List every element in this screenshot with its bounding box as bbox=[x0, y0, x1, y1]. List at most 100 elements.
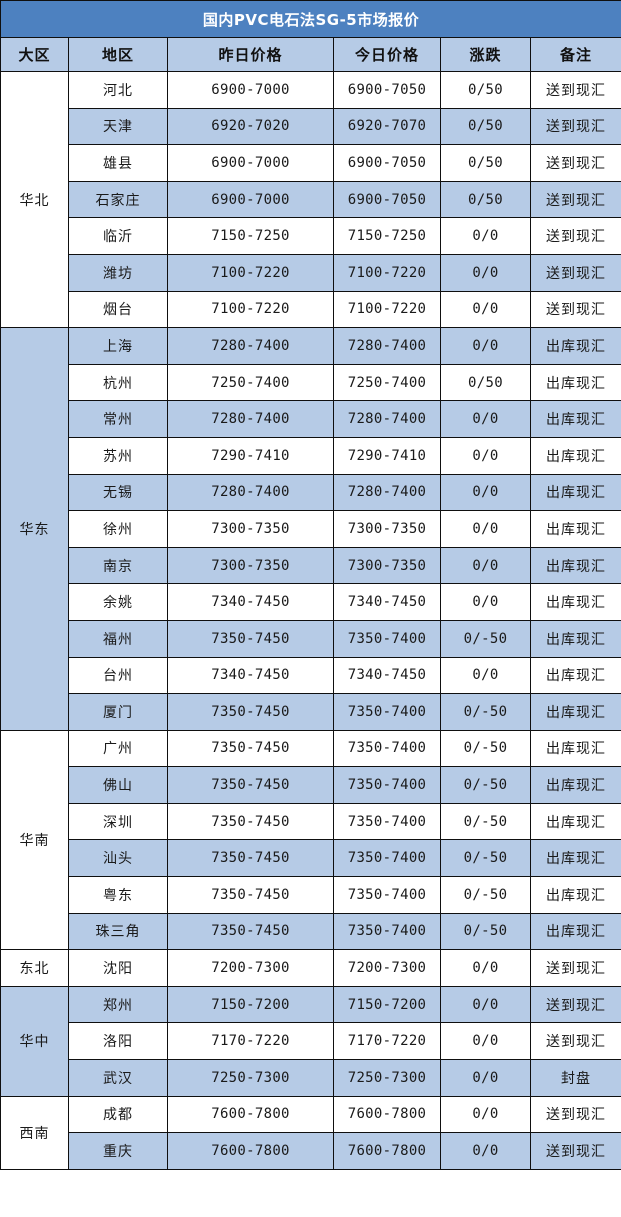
change-cell: 0/50 bbox=[440, 180, 531, 219]
pvc-price-table: 国内PVC电石法SG-5市场报价 大区 地区 昨日价格 今日价格 涨跌 备注 华… bbox=[0, 0, 621, 1170]
today-price-cell: 7250-7300 bbox=[333, 1059, 441, 1097]
region-cell-华南: 华南 bbox=[0, 729, 69, 951]
table-row: 南京 7300-7350 7300-7350 0/0 出库现汇 bbox=[1, 546, 621, 585]
note-cell: 出库现汇 bbox=[529, 912, 621, 951]
today-price-cell: 7350-7400 bbox=[333, 729, 441, 768]
note-cell: 封盘 bbox=[529, 1059, 621, 1097]
note-cell: 出库现汇 bbox=[529, 436, 621, 475]
city-cell: 厦门 bbox=[68, 693, 168, 731]
yesterday-price-cell: 7200-7300 bbox=[167, 949, 334, 987]
today-price-cell: 7350-7400 bbox=[333, 876, 441, 914]
note-cell: 送到现汇 bbox=[529, 253, 621, 292]
city-cell: 余姚 bbox=[68, 583, 168, 621]
table-row: 潍坊 7100-7220 7100-7220 0/0 送到现汇 bbox=[1, 253, 621, 292]
change-cell: 0/0 bbox=[440, 1095, 531, 1134]
today-price-cell: 7600-7800 bbox=[333, 1132, 441, 1170]
city-cell: 台州 bbox=[68, 656, 168, 695]
table-row: 天津 6920-7020 6920-7070 0/50 送到现汇 bbox=[1, 107, 621, 146]
today-price-cell: 7350-7400 bbox=[333, 912, 441, 951]
region-cell-华北: 华北 bbox=[0, 70, 69, 329]
note-cell: 出库现汇 bbox=[529, 510, 621, 548]
table-header-row: 大区 地区 昨日价格 今日价格 涨跌 备注 bbox=[0, 37, 621, 72]
city-cell: 临沂 bbox=[68, 217, 168, 255]
note-cell: 送到现汇 bbox=[529, 985, 621, 1024]
city-cell: 汕头 bbox=[68, 839, 168, 878]
note-cell: 出库现汇 bbox=[529, 729, 621, 768]
table-row: 余姚 7340-7450 7340-7450 0/0 出库现汇 bbox=[1, 583, 621, 621]
column-header-today: 今日价格 bbox=[333, 37, 441, 72]
note-cell: 送到现汇 bbox=[529, 290, 621, 329]
note-cell: 出库现汇 bbox=[529, 546, 621, 585]
note-cell: 出库现汇 bbox=[529, 876, 621, 914]
note-cell: 送到现汇 bbox=[529, 71, 621, 109]
column-header-note: 备注 bbox=[529, 37, 621, 72]
change-cell: 0/0 bbox=[440, 1059, 531, 1097]
today-price-cell: 7350-7400 bbox=[333, 766, 441, 804]
yesterday-price-cell: 7350-7450 bbox=[167, 912, 334, 951]
note-cell: 送到现汇 bbox=[529, 217, 621, 255]
yesterday-price-cell: 7600-7800 bbox=[167, 1095, 334, 1134]
yesterday-price-cell: 7350-7450 bbox=[167, 766, 334, 804]
yesterday-price-cell: 7340-7450 bbox=[167, 583, 334, 621]
change-cell: 0/0 bbox=[440, 400, 531, 438]
note-cell: 出库现汇 bbox=[529, 766, 621, 804]
note-cell: 出库现汇 bbox=[529, 839, 621, 878]
yesterday-price-cell: 7280-7400 bbox=[167, 327, 334, 365]
change-cell: 0/0 bbox=[440, 436, 531, 475]
region-cell-华中: 华中 bbox=[0, 985, 69, 1097]
yesterday-price-cell: 6920-7020 bbox=[167, 107, 334, 146]
table-row: 深圳 7350-7450 7350-7400 0/-50 出库现汇 bbox=[1, 802, 621, 841]
city-cell: 南京 bbox=[68, 546, 168, 585]
note-cell: 出库现汇 bbox=[529, 693, 621, 731]
today-price-cell: 6900-7050 bbox=[333, 71, 441, 109]
city-cell: 石家庄 bbox=[68, 180, 168, 219]
yesterday-price-cell: 7290-7410 bbox=[167, 436, 334, 475]
note-cell: 出库现汇 bbox=[529, 473, 621, 512]
table-row: 西南 成都 7600-7800 7600-7800 0/0 送到现汇 bbox=[0, 1095, 621, 1170]
table-row: 武汉 7250-7300 7250-7300 0/0 封盘 bbox=[1, 1059, 621, 1097]
table-row: 东北 沈阳 7200-7300 7200-7300 0/0 送到现汇 bbox=[0, 949, 621, 987]
city-cell: 粤东 bbox=[68, 876, 168, 914]
city-cell: 常州 bbox=[68, 400, 168, 438]
city-cell: 重庆 bbox=[68, 1132, 168, 1170]
note-cell: 出库现汇 bbox=[529, 363, 621, 402]
table-row: 无锡 7280-7400 7280-7400 0/0 出库现汇 bbox=[1, 473, 621, 512]
change-cell: 0/0 bbox=[440, 583, 531, 621]
yesterday-price-cell: 7280-7400 bbox=[167, 400, 334, 438]
change-cell: 0/0 bbox=[440, 510, 531, 548]
city-cell: 杭州 bbox=[68, 363, 168, 402]
table-row: 福州 7350-7450 7350-7400 0/-50 出库现汇 bbox=[1, 619, 621, 658]
change-cell: 0/0 bbox=[440, 327, 531, 365]
today-price-cell: 7170-7220 bbox=[333, 1022, 441, 1061]
change-cell: 0/-50 bbox=[440, 766, 531, 804]
city-cell: 武汉 bbox=[68, 1059, 168, 1097]
table-row: 石家庄 6900-7000 6900-7050 0/50 送到现汇 bbox=[1, 180, 621, 219]
table-row: 华中 郑州 7150-7200 7150-7200 0/0 送到现汇 bbox=[0, 985, 621, 1097]
yesterday-price-cell: 7280-7400 bbox=[167, 473, 334, 512]
city-cell: 成都 bbox=[68, 1095, 168, 1134]
note-cell: 送到现汇 bbox=[529, 107, 621, 146]
change-cell: 0/0 bbox=[440, 253, 531, 292]
table-body: 华北 河北 6900-7000 6900-7050 0/50 送到现汇 天津 6920-702… bbox=[0, 70, 621, 1170]
yesterday-price-cell: 7350-7450 bbox=[167, 876, 334, 914]
today-price-cell: 7350-7400 bbox=[333, 839, 441, 878]
today-price-cell: 7300-7350 bbox=[333, 546, 441, 585]
note-cell: 出库现汇 bbox=[529, 802, 621, 841]
column-header-region: 大区 bbox=[0, 37, 69, 72]
today-price-cell: 7350-7400 bbox=[333, 802, 441, 841]
change-cell: 0/-50 bbox=[440, 729, 531, 768]
note-cell: 送到现汇 bbox=[529, 949, 621, 987]
city-cell: 河北 bbox=[68, 71, 168, 109]
change-cell: 0/-50 bbox=[440, 802, 531, 841]
yesterday-price-cell: 7100-7220 bbox=[167, 290, 334, 329]
change-cell: 0/0 bbox=[440, 1132, 531, 1170]
today-price-cell: 7600-7800 bbox=[333, 1095, 441, 1134]
table-row: 厦门 7350-7450 7350-7400 0/-50 出库现汇 bbox=[1, 693, 621, 731]
note-cell: 出库现汇 bbox=[529, 327, 621, 365]
column-header-yesterday: 昨日价格 bbox=[167, 37, 334, 72]
city-cell: 珠三角 bbox=[68, 912, 168, 951]
city-cell: 潍坊 bbox=[68, 253, 168, 292]
city-cell: 苏州 bbox=[68, 436, 168, 475]
yesterday-price-cell: 7150-7200 bbox=[167, 985, 334, 1024]
table-row: 徐州 7300-7350 7300-7350 0/0 出库现汇 bbox=[1, 510, 621, 548]
